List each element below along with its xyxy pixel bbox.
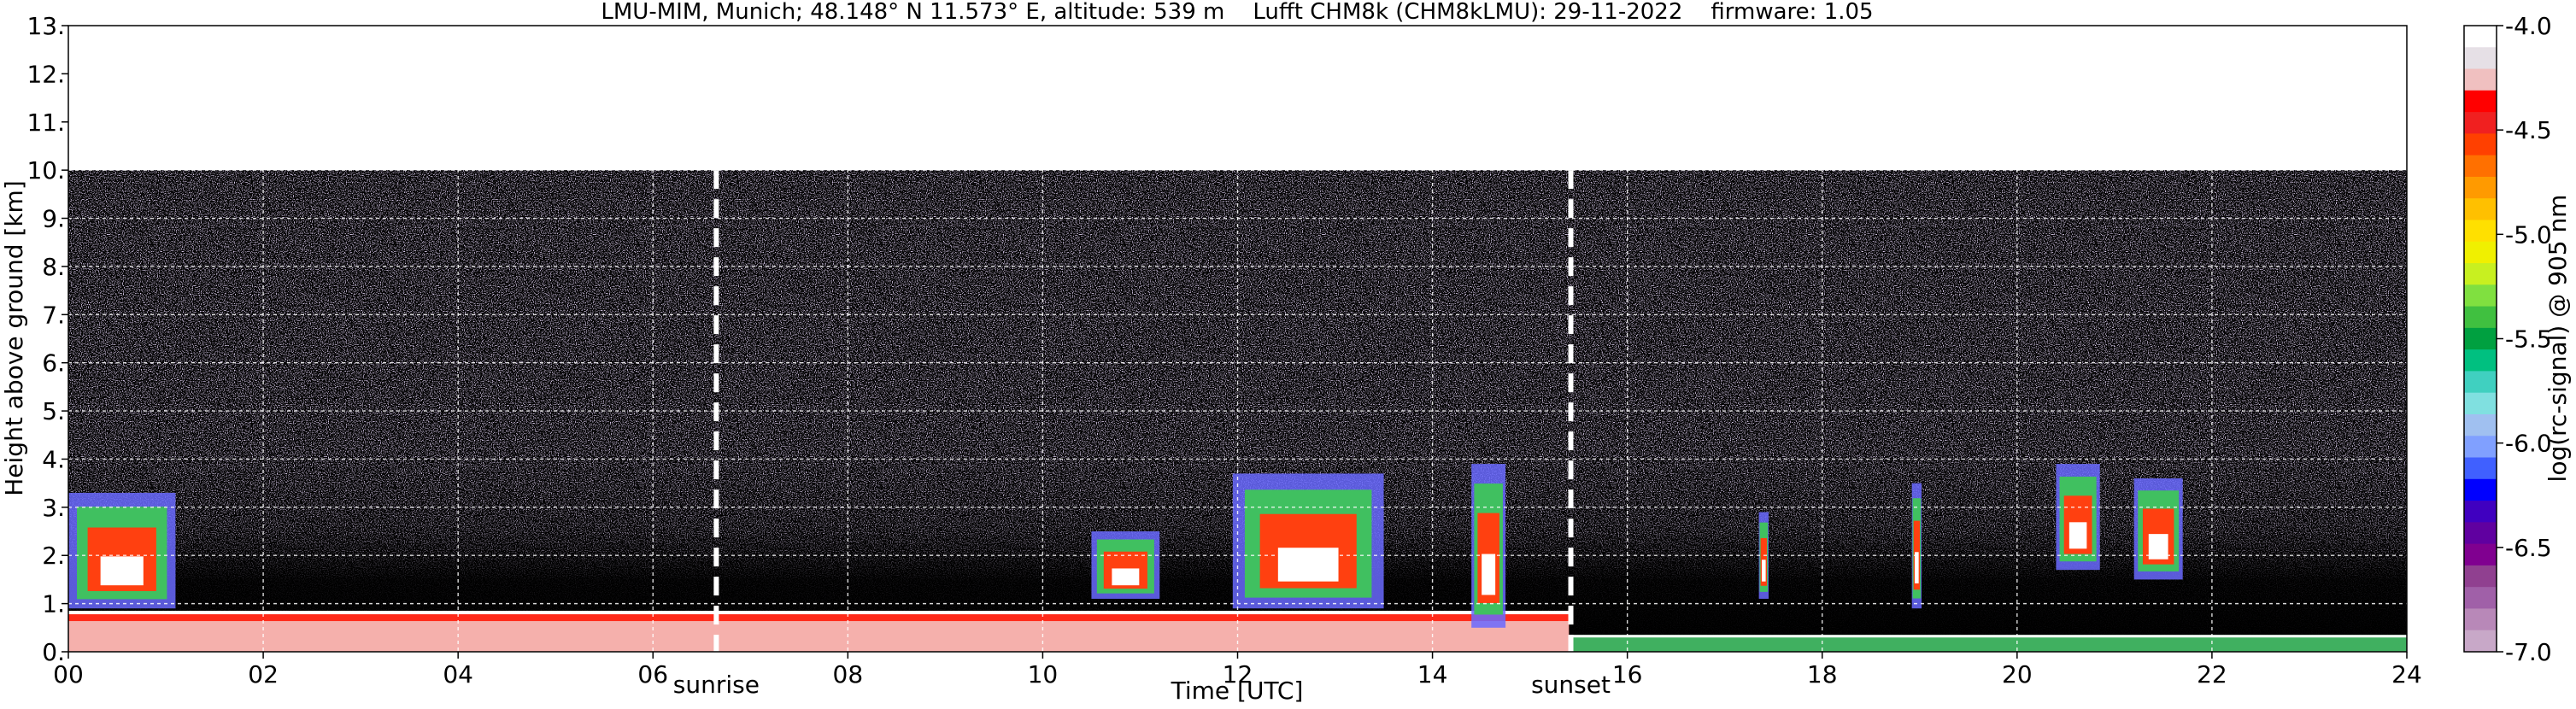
y-tick-label: 5. — [42, 397, 65, 425]
colorbar-segment — [2464, 371, 2497, 394]
marker-label: sunset — [1531, 671, 1611, 699]
colorbar-segment — [2464, 90, 2497, 113]
colorbar-segment — [2464, 241, 2497, 264]
cloud-7-peak — [2148, 534, 2168, 560]
y-tick-label: 1. — [42, 590, 65, 618]
colorbar-segment — [2464, 608, 2497, 631]
colorbar-segment — [2464, 306, 2497, 329]
day-markers: sunrise sunset — [673, 170, 1611, 699]
near-surface-top — [1569, 635, 2407, 638]
cloud-3-peak — [1482, 554, 1496, 595]
cloud-4-peak — [1762, 560, 1766, 582]
x-axis-ticks: 00 02 04 06 08 10 12 14 16 18 20 22 24 — [53, 652, 2422, 688]
boundary-layer-haze — [68, 621, 1570, 652]
x-tick-label: 14 — [1417, 660, 1448, 688]
y-tick-label: 4. — [42, 445, 65, 473]
x-tick-label: 02 — [248, 660, 279, 688]
y-tick-label: 11. — [26, 108, 65, 137]
x-tick-label: 24 — [2391, 660, 2422, 688]
colorbar-segment — [2464, 501, 2497, 523]
colorbar-segment — [2464, 68, 2497, 91]
y-tick-label: 10. — [26, 156, 65, 185]
y-tick-label: 13. — [26, 12, 65, 40]
y-tick-label: 7. — [42, 301, 65, 329]
colorbar-segment — [2464, 349, 2497, 372]
y-tick-label: 3. — [42, 494, 65, 522]
x-tick-label: 12 — [1223, 660, 1253, 688]
colorbar-segment — [2464, 587, 2497, 610]
y-axis-label: Height above ground [km] — [0, 180, 28, 496]
colorbar-segment — [2464, 176, 2497, 199]
colorbar-segment — [2464, 392, 2497, 415]
x-tick-label: 08 — [833, 660, 864, 688]
colorbar-segment — [2464, 112, 2497, 134]
y-tick-label: 9. — [42, 205, 65, 233]
colorbar-tick-label: -4.5 — [2505, 116, 2552, 144]
colorbar-tick-label: -4.0 — [2505, 12, 2552, 40]
boundary-layer-top — [68, 611, 1570, 615]
chart-title: LMU-MIM, Munich; 48.148° N 11.573° E, al… — [601, 0, 1873, 25]
grid — [68, 26, 2407, 652]
x-tick-label: 04 — [443, 660, 473, 688]
y-tick-label: 6. — [42, 349, 65, 378]
cloud-0-peak — [100, 556, 144, 586]
y-axis-ticks: 0. 1. 2. 3. 4. 5. 6. 7. 8. 9. 10. 11. 12. 13. — [26, 12, 68, 666]
cloud-5-peak — [1915, 552, 1919, 583]
colorbar-segment — [2464, 543, 2497, 566]
x-tick-label: 10 — [1028, 660, 1059, 688]
colorbar-tick-label: -5.0 — [2505, 220, 2552, 249]
colorbar-segment — [2464, 327, 2497, 350]
colorbar-segment — [2464, 155, 2497, 178]
y-tick-label: 0. — [42, 638, 65, 666]
colorbar-segment — [2464, 47, 2497, 70]
x-axis-label: Time [UTC] — [1171, 677, 1304, 705]
x-tick-label: 22 — [2197, 660, 2227, 688]
colorbar-label: log(rc-signal) @ 905 nm — [2544, 195, 2572, 483]
colorbar-tick-label: -6.5 — [2505, 534, 2552, 562]
x-tick-label: 06 — [637, 660, 668, 688]
colorbar-segment — [2464, 284, 2497, 308]
y-tick-label: 12. — [26, 60, 65, 88]
colorbar-segment — [2464, 26, 2497, 48]
colorbar-segment — [2464, 478, 2497, 501]
colorbar-segment — [2464, 220, 2497, 243]
colorbar-segment — [2464, 630, 2497, 653]
near-surface-band — [1569, 635, 2407, 652]
x-tick-label: 20 — [2002, 660, 2033, 688]
colorbar-tick-label: -6.0 — [2505, 430, 2552, 458]
x-tick-label: 16 — [1612, 660, 1643, 688]
cloud-1-peak — [1277, 548, 1339, 582]
colorbar-segment — [2464, 565, 2497, 588]
colorbar-segment — [2464, 457, 2497, 480]
colorbar-segment — [2464, 198, 2497, 221]
x-tick-label: 00 — [53, 660, 84, 688]
colorbar-tick-label: -5.5 — [2505, 325, 2552, 354]
cloud-6-peak — [2068, 522, 2087, 549]
marker-label: sunrise — [673, 671, 760, 699]
y-tick-label: 8. — [42, 253, 65, 281]
colorbar-segment — [2464, 263, 2497, 285]
colorbar-segment — [2464, 413, 2497, 437]
colorbar-segment — [2464, 133, 2497, 156]
colorbar-segment — [2464, 522, 2497, 545]
colorbar-tick-label: -7.0 — [2505, 638, 2552, 666]
colorbar-segment — [2464, 436, 2497, 459]
cloud-2-peak — [1112, 568, 1140, 586]
colorbar: -4.0 -4.5 -5.0 -5.5 -6.0 -6.5 -7.0 — [2463, 12, 2552, 666]
y-tick-label: 2. — [42, 542, 65, 570]
x-tick-label: 18 — [1807, 660, 1838, 688]
